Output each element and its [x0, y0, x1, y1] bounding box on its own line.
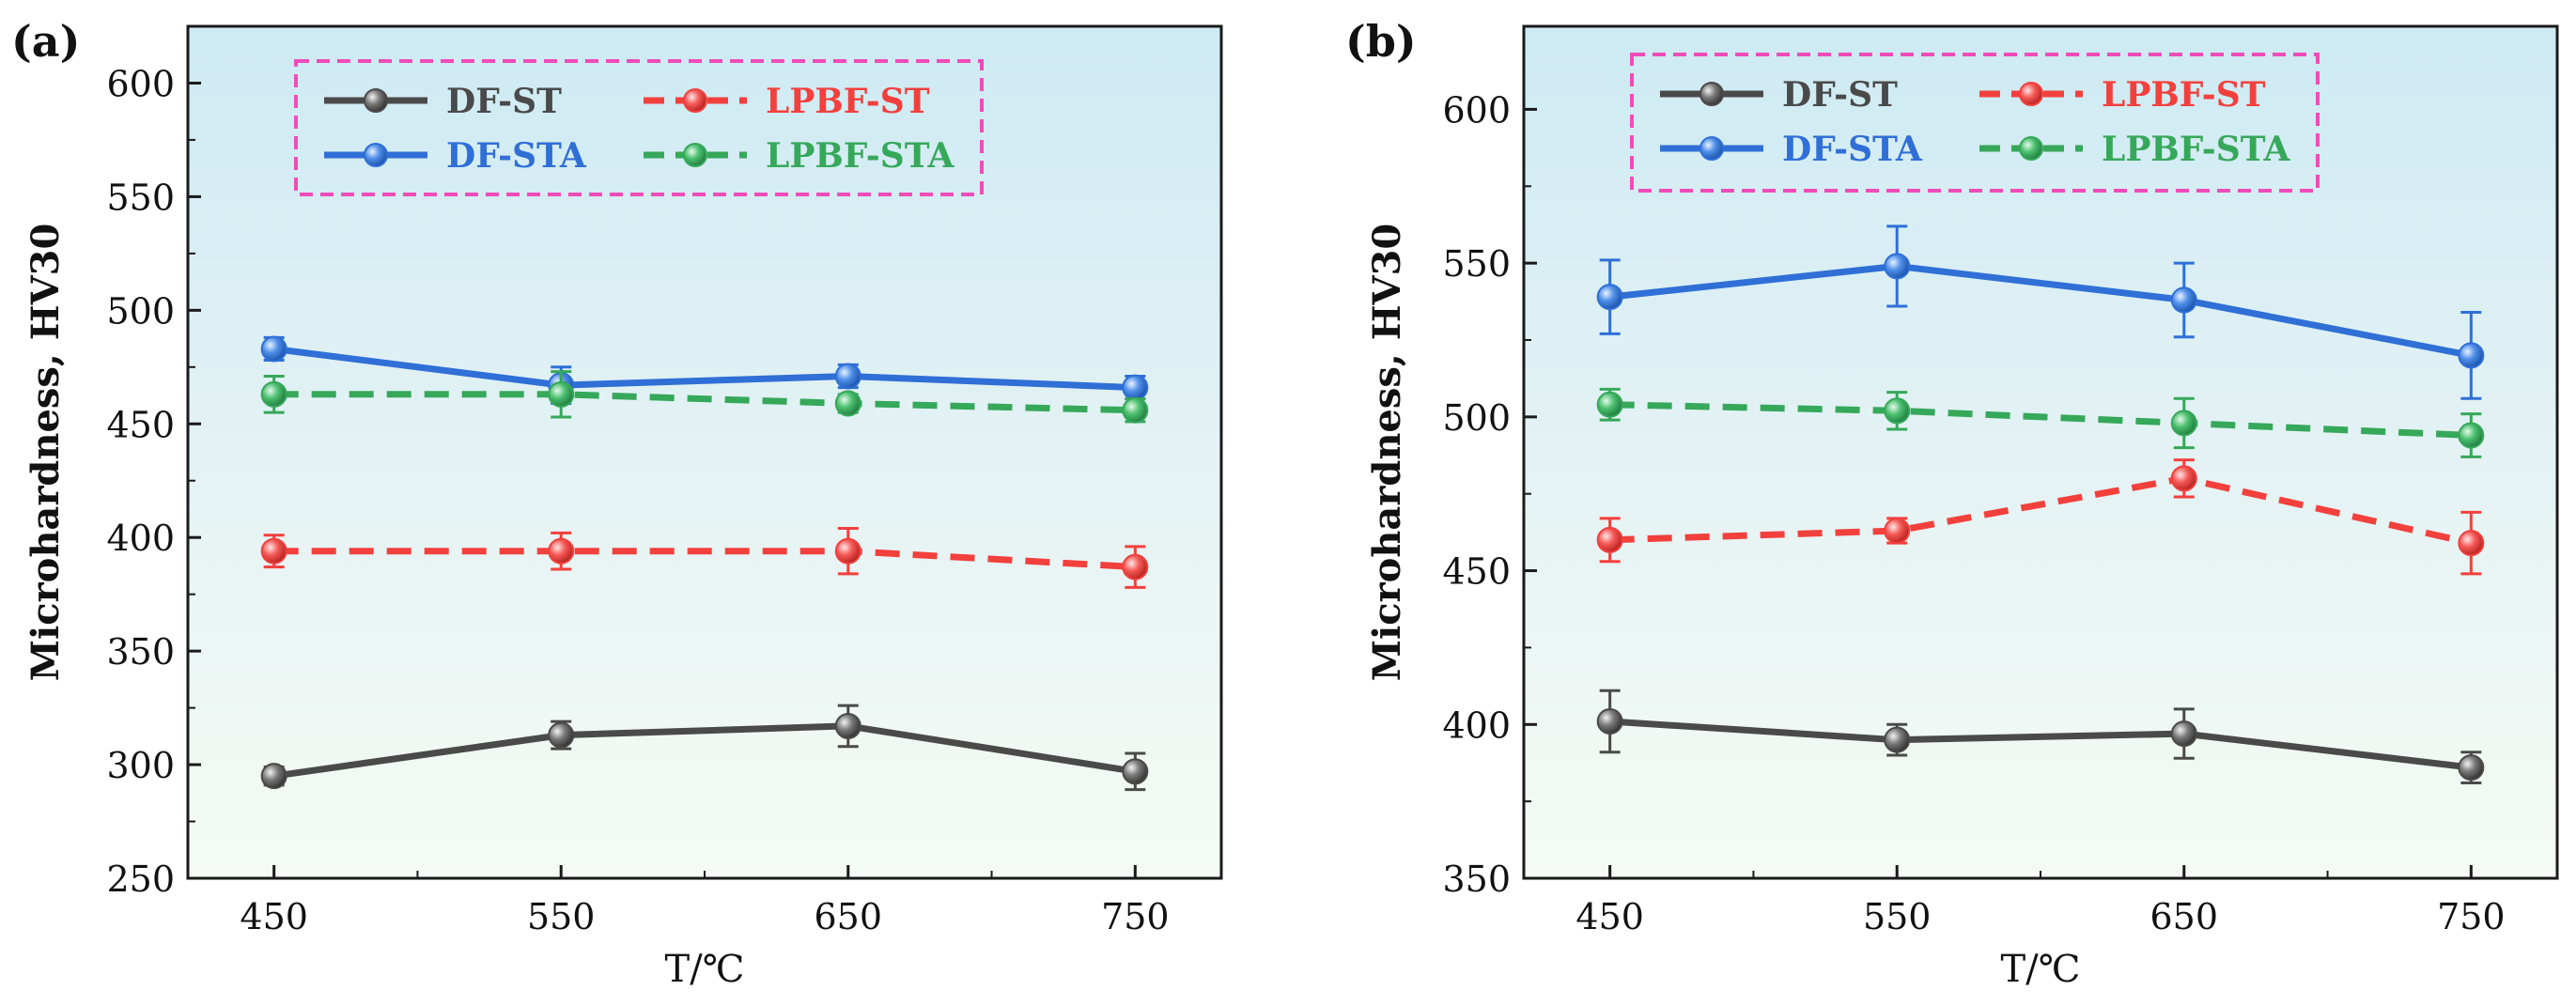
series-line	[1609, 474, 2473, 547]
data-point	[260, 380, 287, 408]
data-point	[1884, 726, 1911, 753]
x-tick-label: 750	[2437, 896, 2506, 937]
y-tick-label: 400	[106, 518, 175, 559]
data-point	[1884, 397, 1911, 425]
legend: DF-ST LPBF-ST DF-STA LPBF-STA	[1630, 53, 2320, 193]
x-axis-label: T/℃	[665, 948, 745, 991]
data-point	[1596, 526, 1623, 553]
panel-label: (a)	[11, 16, 80, 67]
series-line	[1609, 401, 2472, 439]
y-tick-label: 400	[1442, 704, 1511, 746]
y-axis-label: Microhardness, HV30	[23, 224, 68, 682]
data-point	[2170, 410, 2197, 437]
data-point	[548, 537, 575, 565]
y-tick-label: 600	[1442, 89, 1511, 131]
legend-label-lpbf-st: LPBF-ST	[766, 82, 930, 121]
data-point	[1122, 396, 1149, 424]
legend-marker	[683, 88, 707, 113]
data-point	[1884, 253, 1911, 280]
y-tick-label: 500	[106, 290, 175, 332]
data-point	[260, 537, 287, 565]
data-point	[2458, 530, 2485, 557]
legend-marker	[1699, 136, 1724, 161]
series-line	[1609, 262, 2472, 359]
legend-border	[1630, 53, 2320, 193]
y-tick-label: 450	[1442, 551, 1511, 593]
y-tick-label: 250	[106, 859, 175, 900]
legend-marker	[364, 143, 388, 167]
y-tick-label: 550	[1442, 243, 1511, 285]
y-tick-label: 350	[106, 631, 175, 673]
series-lpbf-st	[1596, 458, 2485, 576]
x-tick-label: 450	[1575, 896, 1644, 937]
legend-marker	[364, 88, 388, 113]
data-point	[834, 537, 861, 565]
y-tick-label: 350	[1442, 859, 1511, 900]
data-point	[1122, 758, 1149, 785]
data-point	[1122, 374, 1149, 401]
legend-label-lpbf-st: LPBF-ST	[2102, 75, 2266, 115]
data-point	[2170, 286, 2197, 314]
data-point	[2458, 342, 2485, 369]
legend-marker	[1699, 82, 1724, 106]
data-point	[1596, 284, 1623, 311]
data-point	[1596, 708, 1623, 735]
x-tick-label: 550	[527, 896, 596, 937]
series-lpbf-st	[260, 527, 1149, 589]
series-lpbf-sta	[1596, 387, 2485, 458]
series-df-st	[260, 704, 1149, 792]
y-tick-label: 300	[106, 745, 175, 786]
data-point	[1884, 517, 1911, 544]
data-point	[260, 763, 287, 790]
plot-background	[188, 26, 1221, 878]
legend-label-lpbf-sta: LPBF-STA	[766, 136, 955, 176]
series-line	[273, 548, 1136, 571]
x-tick-label: 650	[815, 896, 883, 937]
series-line	[273, 391, 1136, 414]
series-line	[273, 346, 1136, 392]
legend-marker	[2019, 136, 2043, 161]
data-point	[834, 712, 861, 739]
data-point	[1596, 391, 1623, 418]
y-tick-label: 450	[106, 404, 175, 445]
data-point	[260, 335, 287, 363]
data-point	[834, 390, 861, 417]
x-tick-label: 450	[240, 896, 308, 937]
data-point	[2458, 422, 2485, 449]
x-tick-label: 650	[2150, 896, 2219, 937]
series-df-sta	[1596, 224, 2485, 400]
legend-label-lpbf-sta: LPBF-STA	[2102, 130, 2291, 169]
y-axis-label: Microhardness, HV30	[1365, 224, 1409, 682]
y-tick-label: 500	[1442, 397, 1511, 439]
series-line	[273, 722, 1136, 780]
x-tick-label: 550	[1863, 896, 1932, 937]
panel-label: (b)	[1345, 16, 1417, 67]
legend-marker	[683, 143, 707, 167]
x-axis-label: T/℃	[2001, 948, 2081, 991]
data-point	[548, 380, 575, 408]
data-point	[548, 721, 575, 749]
legend-marker	[2019, 82, 2043, 106]
legend-label-df-st: DF-ST	[1782, 75, 1898, 115]
y-tick-label: 550	[106, 177, 175, 218]
series-df-st	[1596, 689, 2485, 784]
legend-label-df-st: DF-ST	[446, 82, 562, 121]
data-point	[2458, 754, 2485, 782]
panel-b: (b) 350 400 450 500 550 600 450 550 650 750 T/℃ Micr…	[1345, 16, 2559, 991]
legend-border	[294, 59, 984, 196]
y-tick-label: 600	[106, 63, 175, 104]
data-point	[2170, 465, 2197, 492]
x-tick-label: 750	[1101, 896, 1170, 937]
legend-label-df-sta: DF-STA	[446, 136, 587, 176]
panel-a: (a) 250 300 350 400 450 500 550 600 450 550 650 750 T…	[11, 16, 1223, 991]
legend-label-df-sta: DF-STA	[1782, 130, 1923, 169]
data-point	[2170, 720, 2197, 748]
data-point	[1122, 553, 1149, 580]
series-line	[1609, 718, 2472, 771]
series-lpbf-sta	[260, 370, 1149, 424]
data-point	[834, 363, 861, 390]
legend: DF-ST LPBF-ST DF-STA LPBF-STA	[294, 59, 984, 196]
